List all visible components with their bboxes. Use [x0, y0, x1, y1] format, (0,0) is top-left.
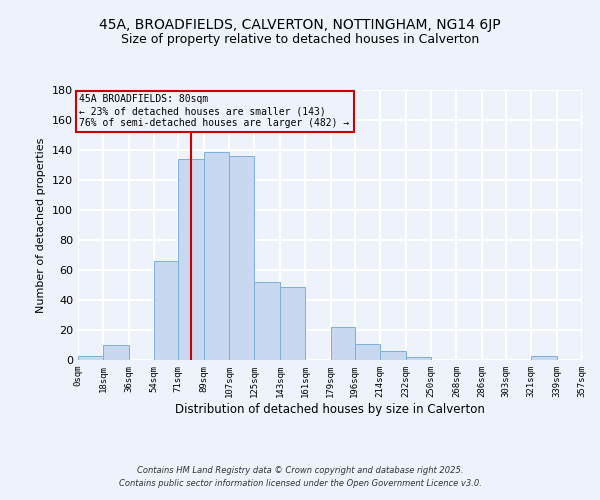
Text: 45A BROADFIELDS: 80sqm
← 23% of detached houses are smaller (143)
76% of semi-de: 45A BROADFIELDS: 80sqm ← 23% of detached…	[79, 94, 350, 128]
Bar	[280, 286, 305, 360]
Bar	[78, 356, 103, 360]
Text: 45A, BROADFIELDS, CALVERTON, NOTTINGHAM, NG14 6JP: 45A, BROADFIELDS, CALVERTON, NOTTINGHAM,…	[99, 18, 501, 32]
Bar	[380, 351, 406, 360]
Bar	[203, 152, 229, 360]
Bar	[254, 282, 280, 360]
Bar	[331, 327, 355, 360]
Bar	[229, 156, 254, 360]
Bar	[103, 345, 129, 360]
Bar	[178, 159, 203, 360]
X-axis label: Distribution of detached houses by size in Calverton: Distribution of detached houses by size …	[175, 402, 485, 415]
Y-axis label: Number of detached properties: Number of detached properties	[37, 138, 46, 312]
Bar	[531, 356, 557, 360]
Text: Size of property relative to detached houses in Calverton: Size of property relative to detached ho…	[121, 32, 479, 46]
Bar	[406, 357, 431, 360]
Text: Contains HM Land Registry data © Crown copyright and database right 2025.
Contai: Contains HM Land Registry data © Crown c…	[119, 466, 481, 487]
Bar	[154, 261, 178, 360]
Bar	[355, 344, 380, 360]
